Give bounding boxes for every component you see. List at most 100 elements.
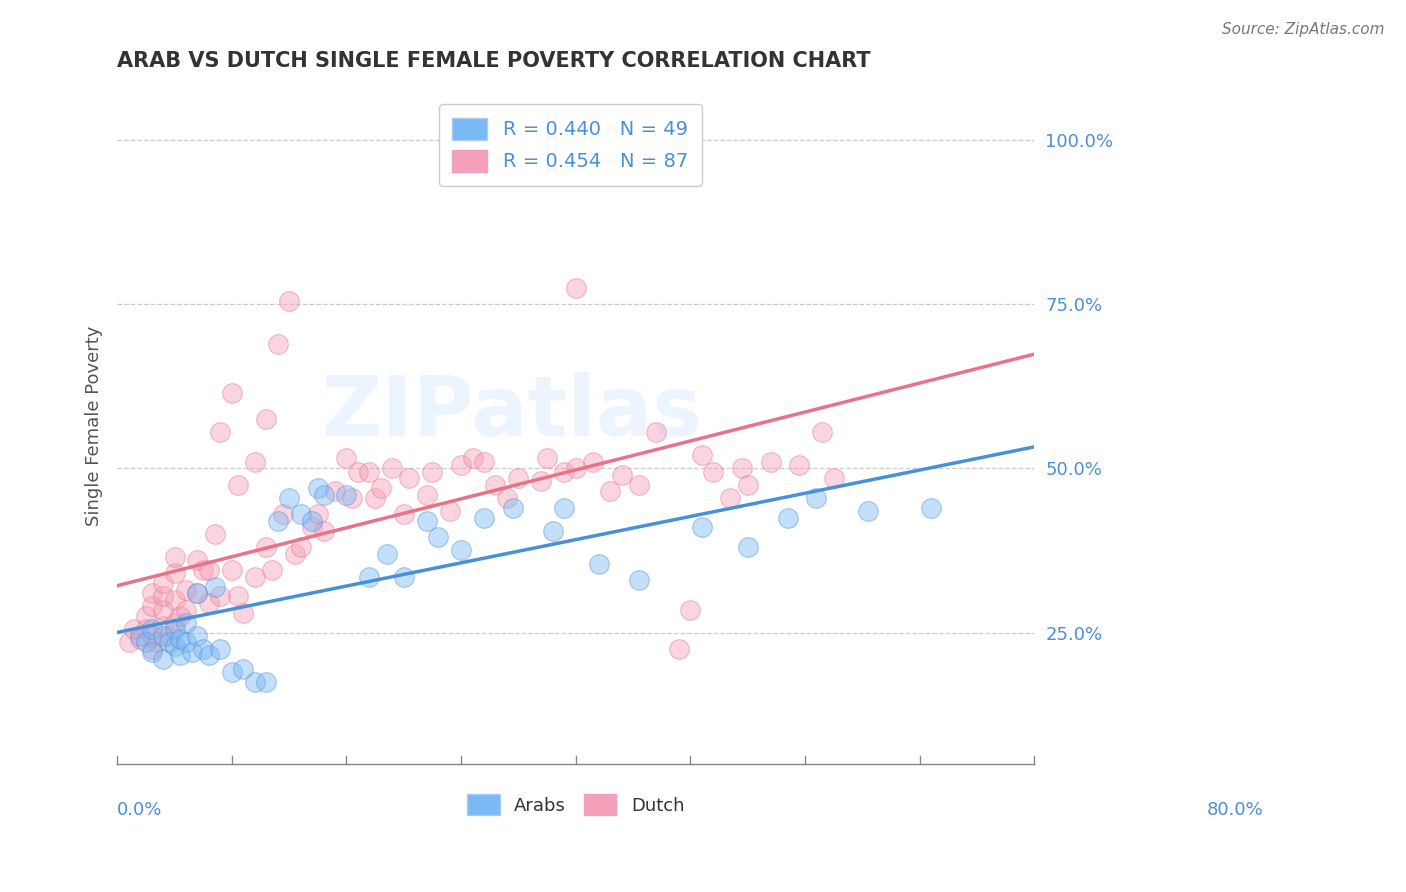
Point	[278, 293, 301, 308]
Point	[472, 455, 495, 469]
Point	[191, 563, 214, 577]
Point	[737, 540, 759, 554]
Legend: Arabs, Dutch: Arabs, Dutch	[460, 787, 692, 822]
Point	[731, 461, 754, 475]
Point	[198, 563, 221, 577]
Point	[169, 609, 191, 624]
Point	[141, 645, 163, 659]
Point	[152, 652, 174, 666]
Point	[266, 514, 288, 528]
Point	[496, 491, 519, 505]
Text: ZIPatlas: ZIPatlas	[321, 372, 702, 452]
Point	[204, 580, 226, 594]
Point	[226, 477, 249, 491]
Point	[124, 622, 146, 636]
Point	[599, 484, 621, 499]
Point	[243, 455, 266, 469]
Point	[627, 477, 650, 491]
Point	[273, 508, 295, 522]
Point	[169, 648, 191, 663]
Point	[312, 524, 335, 538]
Point	[226, 590, 249, 604]
Point	[232, 606, 254, 620]
Point	[186, 553, 208, 567]
Point	[375, 547, 398, 561]
Point	[221, 385, 243, 400]
Point	[737, 477, 759, 491]
Point	[141, 586, 163, 600]
Text: 80.0%: 80.0%	[1206, 801, 1264, 819]
Text: ARAB VS DUTCH SINGLE FEMALE POVERTY CORRELATION CHART: ARAB VS DUTCH SINGLE FEMALE POVERTY CORR…	[117, 51, 870, 70]
Point	[439, 504, 461, 518]
Y-axis label: Single Female Poverty: Single Female Poverty	[86, 326, 103, 526]
Point	[668, 641, 690, 656]
Point	[135, 635, 157, 649]
Point	[284, 547, 307, 561]
Point	[169, 632, 191, 646]
Point	[141, 629, 163, 643]
Point	[776, 510, 799, 524]
Point	[323, 484, 346, 499]
Point	[146, 635, 169, 649]
Point	[335, 487, 357, 501]
Point	[174, 635, 197, 649]
Point	[307, 508, 329, 522]
Text: 0.0%: 0.0%	[117, 801, 163, 819]
Point	[186, 586, 208, 600]
Point	[690, 520, 713, 534]
Point	[204, 527, 226, 541]
Point	[191, 641, 214, 656]
Point	[340, 491, 363, 505]
Point	[290, 540, 312, 554]
Point	[157, 635, 180, 649]
Point	[152, 576, 174, 591]
Point	[806, 491, 828, 505]
Text: Source: ZipAtlas.com: Source: ZipAtlas.com	[1222, 22, 1385, 37]
Point	[180, 645, 202, 659]
Point	[398, 471, 420, 485]
Point	[174, 582, 197, 597]
Point	[301, 514, 323, 528]
Point	[427, 530, 450, 544]
Point	[1229, 133, 1251, 147]
Point	[381, 461, 404, 475]
Point	[450, 543, 472, 558]
Point	[702, 465, 724, 479]
Point	[564, 281, 586, 295]
Point	[163, 622, 186, 636]
Point	[198, 596, 221, 610]
Point	[472, 510, 495, 524]
Point	[392, 508, 415, 522]
Point	[152, 590, 174, 604]
Point	[141, 622, 163, 636]
Point	[290, 508, 312, 522]
Point	[536, 451, 558, 466]
Point	[141, 641, 163, 656]
Point	[301, 520, 323, 534]
Point	[450, 458, 472, 472]
Point	[135, 622, 157, 636]
Point	[209, 641, 232, 656]
Point	[856, 504, 879, 518]
Point	[186, 586, 208, 600]
Point	[484, 477, 506, 491]
Point	[811, 425, 834, 440]
Point	[364, 491, 387, 505]
Point	[645, 425, 668, 440]
Point	[209, 590, 232, 604]
Point	[174, 615, 197, 630]
Point	[260, 563, 283, 577]
Point	[553, 465, 575, 479]
Point	[198, 648, 221, 663]
Point	[254, 674, 277, 689]
Point	[163, 639, 186, 653]
Point	[266, 336, 288, 351]
Point	[461, 451, 484, 466]
Point	[823, 471, 845, 485]
Point	[152, 602, 174, 616]
Point	[278, 491, 301, 505]
Point	[415, 514, 437, 528]
Point	[232, 662, 254, 676]
Point	[679, 602, 702, 616]
Point	[920, 500, 942, 515]
